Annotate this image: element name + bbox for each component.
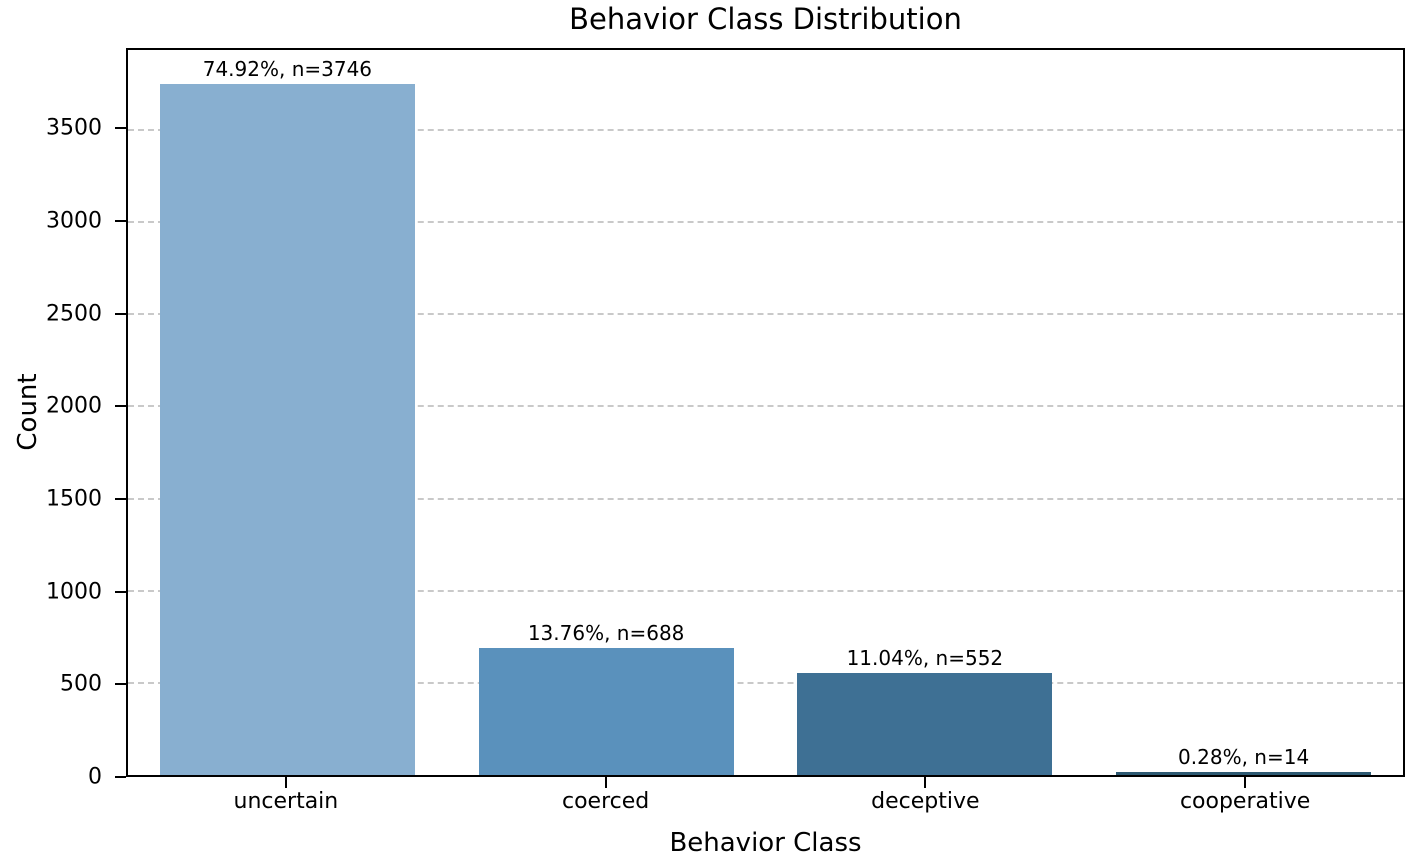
y-tick-mark-3000	[115, 219, 126, 222]
gridline-3500	[128, 128, 1403, 131]
chart-title: Behavior Class Distribution	[569, 2, 962, 36]
x-axis-ticks: uncertain coerced deceptive cooperative	[126, 777, 1405, 827]
y-tick-label-2500: 2500	[46, 301, 102, 327]
y-tick-mark-1000	[115, 590, 126, 593]
x-tick-label-cooperative: cooperative	[1179, 789, 1311, 814]
gridline-2000	[128, 405, 1403, 408]
bar-deceptive	[797, 673, 1053, 775]
bar-uncertain	[159, 84, 415, 775]
x-tick-mark-cooperative	[1244, 777, 1247, 788]
gridline-500	[128, 681, 1403, 684]
y-tick-label-0: 0	[88, 764, 102, 790]
y-tick-label-1500: 1500	[46, 486, 102, 512]
gridline-2500	[128, 313, 1403, 316]
x-tick-label-deceptive: deceptive	[871, 789, 980, 814]
bar-coerced	[478, 648, 734, 775]
x-tick-mark-coerced	[604, 777, 607, 788]
y-tick-mark-500	[115, 683, 126, 686]
y-tick-mark-2500	[115, 312, 126, 315]
bar-value-label-cooperative: 0.28%, n=14	[1178, 745, 1310, 770]
bar-value-label-coerced: 13.76%, n=688	[527, 621, 685, 646]
plot-area: 74.92%, n=3746 13.76%, n=688 11.04%, n=552…	[126, 48, 1405, 777]
x-axis-label: Behavior Class	[669, 828, 862, 858]
y-tick-mark-0	[115, 776, 126, 778]
gridline-1500	[128, 497, 1403, 500]
y-tick-label-3000: 3000	[46, 208, 102, 234]
y-axis-ticks: 0 500 1000 1500 2000 2500 3000 3500	[0, 48, 126, 790]
x-tick-label-uncertain: uncertain	[233, 789, 339, 814]
bar-value-label-uncertain: 74.92%, n=3746	[202, 57, 373, 82]
x-tick-label-coerced: coerced	[562, 789, 650, 814]
y-tick-label-3500: 3500	[46, 115, 102, 141]
gridline-3000	[128, 221, 1403, 223]
y-tick-label-500: 500	[60, 671, 102, 697]
y-tick-mark-1500	[115, 497, 126, 500]
x-tick-mark-deceptive	[924, 777, 927, 788]
y-tick-mark-2000	[115, 405, 126, 408]
bar-value-label-deceptive: 11.04%, n=552	[846, 646, 1004, 671]
y-tick-label-2000: 2000	[46, 393, 102, 419]
y-tick-mark-3500	[115, 127, 126, 130]
y-tick-label-1000: 1000	[46, 579, 102, 605]
gridline-1000	[128, 589, 1403, 592]
x-tick-mark-uncertain	[284, 777, 287, 788]
bar-cooperative	[1116, 772, 1372, 775]
